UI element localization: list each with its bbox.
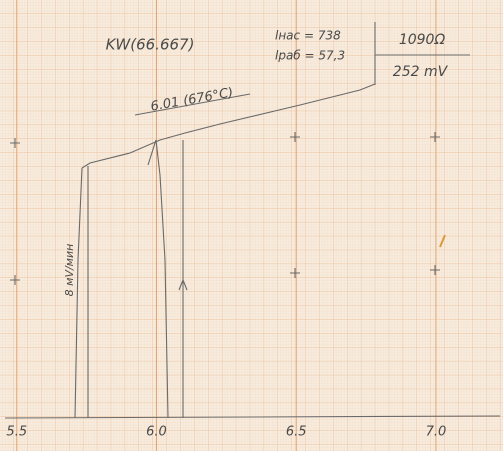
x-tick-label: 5.5 — [6, 425, 27, 440]
annotation: 252 mV — [393, 64, 449, 80]
cross-marks — [10, 132, 440, 285]
x-axis: 5.5 6.0 6.5 7.0 — [6, 0, 446, 451]
annotation: lраб = 57,3 — [275, 49, 345, 63]
marker — [439, 234, 446, 248]
curve-left — [74, 167, 83, 419]
annotation: 1090Ω — [399, 32, 446, 48]
sketch — [4, 22, 501, 419]
value-box — [374, 22, 470, 85]
x-tick-label: 7.0 — [426, 425, 447, 440]
curve-dip — [147, 139, 169, 419]
curve-right — [178, 140, 188, 418]
annotation: lнас = 738 — [275, 29, 341, 43]
x-tick-label: 6.5 — [286, 425, 307, 440]
annotation: 8 мV/мин — [63, 244, 76, 297]
x-tick-label: 6.0 — [146, 425, 167, 440]
chart-title: KW(66.667) — [106, 36, 195, 54]
curve-upper — [81, 83, 376, 169]
underline — [134, 93, 251, 116]
